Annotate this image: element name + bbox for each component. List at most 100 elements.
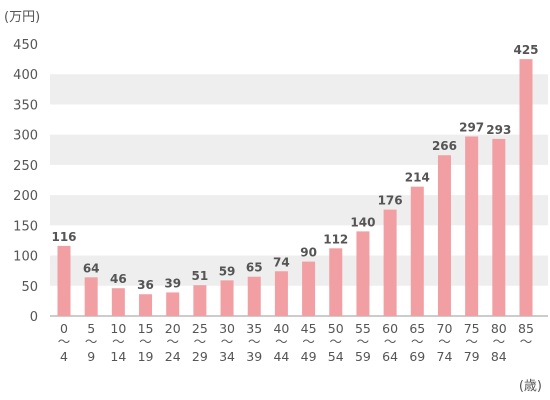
- x-tick-label-to: 69: [409, 349, 425, 364]
- x-tick-label-to: 34: [219, 349, 235, 364]
- x-tick-label-separator: ～: [58, 334, 71, 349]
- x-tick-label-from: 80: [491, 321, 507, 336]
- data-label: 176: [378, 194, 403, 208]
- x-tick-label-separator: ～: [411, 334, 424, 349]
- x-tick-label-to: 39: [246, 349, 262, 364]
- x-axis-unit-label: (歳): [518, 379, 542, 394]
- x-tick-label-separator: ～: [357, 334, 370, 349]
- x-tick-label-from: 25: [192, 321, 208, 336]
- y-tick-label: 300: [13, 129, 38, 144]
- x-tick-label-to: 29: [192, 349, 208, 364]
- x-tick-label-from: 60: [382, 321, 398, 336]
- x-tick-label-from: 45: [301, 321, 317, 336]
- grid-band: [50, 74, 548, 105]
- bar: [383, 209, 397, 316]
- x-tick-label-from: 75: [464, 321, 480, 336]
- bar: [193, 285, 207, 316]
- data-label: 65: [246, 261, 263, 275]
- x-tick-label-separator: ～: [465, 334, 478, 349]
- x-tick-label-from: 55: [355, 321, 371, 336]
- y-tick-label: 0: [30, 310, 38, 325]
- x-tick-label-separator: ～: [275, 334, 288, 349]
- bar: [220, 280, 234, 316]
- x-tick-label-to: 59: [355, 349, 371, 364]
- data-label: 140: [350, 215, 375, 229]
- data-label: 425: [513, 43, 538, 57]
- data-label: 51: [192, 269, 209, 283]
- x-tick-label-separator: ～: [520, 334, 533, 349]
- x-tick-label-separator: ～: [139, 334, 152, 349]
- x-tick-label-separator: ～: [112, 334, 125, 349]
- y-tick-label: 200: [13, 189, 38, 204]
- data-label: 64: [83, 261, 100, 275]
- x-tick-label-from: 85: [518, 321, 534, 336]
- x-tick-label-to: 14: [110, 349, 126, 364]
- x-tick-label-to: 9: [87, 349, 95, 364]
- bar: [166, 292, 180, 316]
- x-tick-label-separator: ～: [194, 334, 207, 349]
- data-label: 46: [110, 272, 127, 286]
- x-tick-label-to: 64: [382, 349, 398, 364]
- y-tick-label: 50: [21, 280, 38, 295]
- data-label: 36: [137, 278, 154, 292]
- data-label: 214: [405, 171, 430, 185]
- x-tick-label-separator: ～: [438, 334, 451, 349]
- x-tick-label-separator: ～: [384, 334, 397, 349]
- bar: [247, 276, 261, 316]
- bar: [329, 248, 343, 316]
- y-tick-label: 400: [13, 68, 38, 83]
- x-tick-label-to: 4: [60, 349, 68, 364]
- x-tick-label-to: 79: [464, 349, 480, 364]
- y-axis-unit-label: (万円): [4, 10, 41, 25]
- data-label: 116: [51, 230, 76, 244]
- data-label: 90: [300, 246, 317, 260]
- bar: [437, 155, 451, 316]
- x-tick-label-separator: ～: [166, 334, 179, 349]
- grid-band: [50, 255, 548, 286]
- x-tick-label-from: 40: [273, 321, 289, 336]
- x-tick-label-separator: ～: [85, 334, 98, 349]
- data-label: 297: [459, 120, 484, 134]
- x-tick-label-separator: ～: [493, 334, 506, 349]
- x-tick-label-from: 50: [328, 321, 344, 336]
- x-tick-label-separator: ～: [248, 334, 261, 349]
- x-tick-label-to: 44: [273, 349, 289, 364]
- bar: [465, 136, 479, 316]
- data-label: 112: [323, 232, 348, 246]
- bar: [274, 271, 288, 316]
- x-tick-label-to: 24: [165, 349, 181, 364]
- x-tick-label-to: 74: [437, 349, 453, 364]
- x-tick-label-from: 5: [87, 321, 95, 336]
- data-label: 74: [273, 255, 290, 269]
- y-tick-label: 450: [13, 38, 38, 53]
- data-label: 39: [164, 276, 181, 290]
- x-tick-label-separator: ～: [330, 334, 343, 349]
- x-tick-label-to: 19: [138, 349, 154, 364]
- x-tick-label-to: 84: [491, 349, 507, 364]
- grid-band: [50, 195, 548, 226]
- x-tick-label-from: 0: [60, 321, 68, 336]
- x-tick-label-to: 54: [328, 349, 344, 364]
- x-tick-label-from: 20: [165, 321, 181, 336]
- bar: [84, 277, 98, 316]
- bar: [139, 294, 153, 316]
- bar: [492, 138, 506, 316]
- x-tick-label-from: 15: [138, 321, 154, 336]
- x-tick-label-from: 30: [219, 321, 235, 336]
- y-tick-label: 100: [13, 250, 38, 265]
- data-label: 266: [432, 139, 457, 153]
- x-tick-label-from: 10: [110, 321, 126, 336]
- bar: [356, 231, 370, 316]
- data-label: 59: [219, 264, 236, 278]
- x-tick-label-from: 35: [246, 321, 262, 336]
- y-tick-label: 250: [13, 159, 38, 174]
- data-label: 293: [486, 123, 511, 137]
- x-tick-label-separator: ～: [302, 334, 315, 349]
- x-tick-label-separator: ～: [221, 334, 234, 349]
- x-tick-label-to: 49: [301, 349, 317, 364]
- grid-band: [50, 134, 548, 165]
- x-tick-label-from: 70: [437, 321, 453, 336]
- bar: [410, 186, 424, 316]
